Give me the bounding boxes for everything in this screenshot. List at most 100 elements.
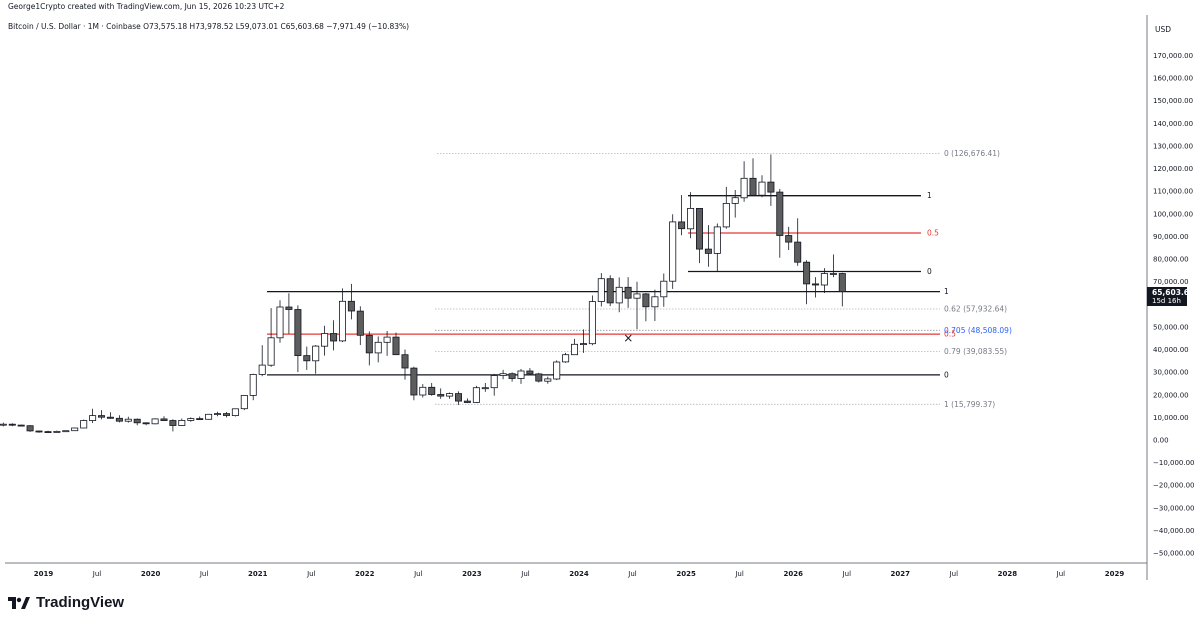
candle (758, 175, 766, 198)
candle (62, 430, 70, 433)
time-tick-label: 2027 (891, 570, 911, 578)
time-tick-label: 2023 (462, 570, 482, 578)
candle (196, 416, 204, 421)
time-tick-label: 2026 (783, 570, 803, 578)
price-tick-label: 140,000.00 (1153, 120, 1193, 128)
candle-body (356, 310, 364, 336)
symbol-legend: Bitcoin / U.S. Dollar · 1M · Coinbase O7… (8, 22, 410, 31)
time-tick-label: Jul (627, 570, 637, 578)
candle (401, 349, 409, 380)
candle-body (517, 370, 525, 379)
candle (767, 154, 775, 206)
candle (160, 416, 168, 421)
candle-body (26, 425, 34, 432)
candle (276, 300, 284, 343)
price-tick-label: 40,000.00 (1153, 346, 1189, 354)
candle (44, 430, 52, 434)
time-axis[interactable]: 2019 Jul 2020 Jul 2021 Jul 2022 Jul 2023 Jul 2024 J… (5, 562, 1147, 578)
candle-body (222, 413, 230, 416)
price-chart[interactable]: 1 0.5 0 0 (126,676.41) 1 0.62 (57,932.64) 0.70… (0, 0, 1200, 590)
last-price-bg (1147, 287, 1187, 306)
candle (517, 369, 525, 384)
candle-body (490, 375, 498, 389)
candle (35, 430, 43, 433)
candle-body (749, 177, 757, 196)
candle (187, 417, 195, 422)
price-tick-label: 50,000.00 (1153, 323, 1189, 331)
candle (249, 373, 257, 401)
candle-body (35, 430, 43, 433)
price-tick-label: −10,000.00 (1153, 459, 1195, 467)
time-tick-label: 2020 (141, 570, 161, 578)
candle (562, 352, 570, 363)
cross-marker: × (623, 331, 633, 345)
candle-body (338, 300, 346, 342)
candle-body (499, 373, 507, 376)
candle-body (321, 333, 329, 347)
candle (472, 385, 480, 403)
candle-body (419, 386, 427, 396)
candle (178, 418, 186, 426)
fib-top-level-label: 1 (927, 191, 932, 200)
time-tick-label: Jul (92, 570, 102, 578)
candle-body (62, 430, 70, 433)
candle (71, 427, 79, 432)
candle (794, 218, 802, 266)
candle (454, 391, 462, 405)
price-tick-label: 150,000.00 (1153, 97, 1193, 105)
price-tick-label: 80,000.00 (1153, 256, 1189, 264)
candle (481, 383, 489, 392)
candle-body (696, 207, 704, 250)
candle-body (44, 431, 52, 434)
footer-brand: TradingView (8, 594, 124, 611)
candle-body (642, 293, 650, 308)
candle (740, 161, 748, 202)
candle-body (106, 416, 114, 419)
candle-body (80, 420, 88, 429)
candle-body (687, 207, 695, 230)
candle-body (740, 177, 748, 199)
candle (213, 411, 221, 417)
candle (838, 272, 846, 307)
candle-body (722, 202, 730, 228)
candle (303, 346, 311, 370)
candle (642, 293, 650, 322)
candle (571, 338, 579, 356)
price-tick-label: 170,000.00 (1153, 52, 1193, 60)
candle (651, 289, 659, 321)
candle-body (285, 306, 293, 310)
time-tick-label: Jul (306, 570, 316, 578)
candle (169, 419, 177, 432)
price-tick-label: 20,000.00 (1153, 391, 1189, 399)
time-tick-label: 2022 (355, 570, 375, 578)
candle (660, 273, 668, 307)
candle-body (829, 273, 837, 275)
candle (776, 188, 784, 258)
candle-body (633, 293, 641, 299)
candle (544, 376, 552, 384)
candle (0, 422, 7, 427)
price-tick-label: 0.00 (1153, 437, 1169, 445)
candle-body (187, 418, 195, 421)
candle-body (651, 296, 659, 308)
fib-bottom-level-label: 0 (944, 370, 949, 379)
candle (437, 388, 445, 399)
candle-body (151, 418, 159, 425)
price-axis[interactable]: USD 170,000.00 160,000.00 150,000.00 140,00… (1146, 15, 1195, 580)
fib-bottom-level-label: 1 (15,799.37) (944, 400, 995, 409)
fib-bottom-level-label: 0 (126,676.41) (944, 149, 1000, 158)
fib-top-level-label: 0.5 (927, 229, 939, 238)
candle (606, 275, 614, 307)
candle (294, 305, 302, 373)
price-tick-label: −50,000.00 (1153, 550, 1195, 558)
candle-body (17, 424, 25, 427)
candle (669, 214, 677, 289)
price-tick-label: −20,000.00 (1153, 482, 1195, 490)
candle (374, 336, 382, 363)
time-tick-label: 2019 (34, 570, 54, 578)
time-tick-label: Jul (842, 570, 852, 578)
price-tick-label: −30,000.00 (1153, 504, 1195, 512)
candle (8, 423, 16, 427)
candle (580, 329, 588, 353)
candle (829, 254, 837, 278)
